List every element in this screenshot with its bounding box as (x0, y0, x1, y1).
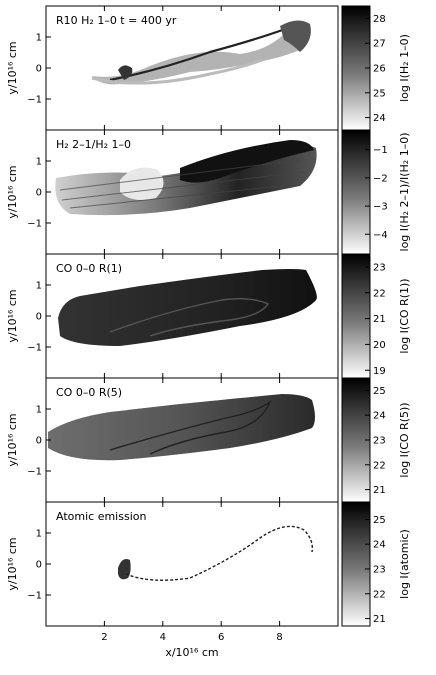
cbar-tick-label: 25 (373, 88, 386, 99)
cbar-tick-label: 22 (373, 460, 386, 471)
panel-h2-ratio (45, 129, 339, 255)
cbar-tick-label: −4 (373, 230, 388, 241)
colorbars (341, 5, 371, 627)
xtick-label: 4 (160, 632, 166, 643)
cbar-tick-label: 20 (373, 340, 386, 351)
panel-label-atomic: Atomic emission (56, 510, 146, 523)
ratio-streaks (59, 159, 306, 209)
ytick-label: −1 (27, 95, 42, 106)
co-r5-inner-shock (109, 400, 272, 455)
xlabel: x/10¹⁶ cm (165, 646, 218, 659)
ytick-label: 1 (36, 405, 42, 416)
cbar-label-co-r1: log I(CO R(1)) (398, 278, 411, 353)
emission-clump (118, 65, 133, 80)
cbar-tick-label: 23 (373, 564, 386, 575)
colorbar-atomic (341, 501, 371, 627)
cbar-label-h2-ratio: log I(H₂ 2–1)/I(H₂ 1–0) (398, 133, 411, 252)
ylabel-h2-ratio: y/10¹⁶ cm (6, 165, 19, 218)
ylabel-co-r1: y/10¹⁶ cm (6, 289, 19, 342)
cbar-tick-label: −3 (373, 202, 388, 213)
cbar-tick-label: 24 (373, 113, 386, 124)
ytick-label: 1 (36, 157, 42, 168)
ytick-label: −1 (27, 343, 42, 354)
ratio-dark-band (180, 140, 314, 183)
cbar-tick-label: 27 (373, 39, 386, 50)
ytick-label: −1 (27, 591, 42, 602)
emission-faint (91, 58, 263, 85)
panel-label-h2-ratio: H₂ 2–1/H₂ 1–0 (56, 138, 131, 151)
cbar-tick-label: 24 (373, 540, 386, 551)
ytick-label: −1 (27, 467, 42, 478)
cbar-label-atomic: log I(atomic) (398, 529, 411, 599)
cbar-tick-label: 21 (373, 614, 386, 625)
ylabel-co-r5: y/10¹⁶ cm (6, 413, 19, 466)
cbar-label-co-r5: log I(CO R(5)) (398, 402, 411, 477)
cbar-label-h2-1-0: log I(H₂ 1–0) (398, 34, 411, 102)
xtick-label: 2 (101, 632, 107, 643)
xtick-label: 6 (218, 632, 224, 643)
co-r5-body (48, 394, 315, 461)
cbar-tick-label: 19 (373, 366, 386, 377)
cbar-tick-label: 22 (373, 589, 386, 600)
cbar-tick-label: −1 (373, 145, 388, 156)
cbar-tick-label: −2 (373, 173, 388, 184)
colorbar-co-r1 (341, 253, 371, 379)
ytick-label: 0 (36, 312, 42, 323)
panel-co-r5 (45, 377, 339, 503)
ylabel-h2-1-0: y/10¹⁶ cm (6, 41, 19, 94)
ytick-label: 1 (36, 33, 42, 44)
panel-label-co-r5: CO 0–0 R(5) (56, 386, 122, 399)
cbar-tick-label: 23 (373, 262, 386, 273)
ylabel-atomic: y/10¹⁶ cm (6, 537, 19, 590)
ytick-label: 1 (36, 529, 42, 540)
ytick-label: 0 (36, 64, 42, 75)
panel-atomic (45, 501, 339, 627)
panel-h2-1-0 (45, 5, 339, 131)
axis-ticks: 10−1282726252410−1−1−2−3−410−12322212019… (27, 6, 388, 643)
cbar-tick-label: 21 (373, 314, 386, 325)
cbar-tick-label: 26 (373, 64, 386, 75)
ytick-label: −1 (27, 219, 42, 230)
ytick-label: 0 (36, 188, 42, 199)
cbar-tick-label: 23 (373, 436, 386, 447)
ytick-label: 0 (36, 436, 42, 447)
co-r1-inner-shock (109, 297, 270, 337)
cbar-tick-label: 25 (373, 386, 386, 397)
cbar-tick-label: 22 (373, 288, 386, 299)
ytick-label: 0 (36, 560, 42, 571)
atomic-filament (125, 525, 314, 581)
panel-label-co-r1: CO 0–0 R(1) (56, 262, 122, 275)
xtick-label: 8 (276, 632, 282, 643)
emission-head (280, 20, 311, 52)
panel-label-h2-1-0: R10 H₂ 1–0 t = 400 yr (56, 14, 177, 27)
cbar-tick-label: 24 (373, 411, 386, 422)
ytick-label: 1 (36, 281, 42, 292)
emission-shape (92, 22, 309, 85)
cbar-tick-label: 25 (373, 515, 386, 526)
cbar-tick-label: 21 (373, 485, 386, 496)
cbar-tick-label: 28 (373, 14, 386, 25)
panel-co-r1 (45, 253, 339, 379)
colorbar-h2-ratio (341, 129, 371, 255)
